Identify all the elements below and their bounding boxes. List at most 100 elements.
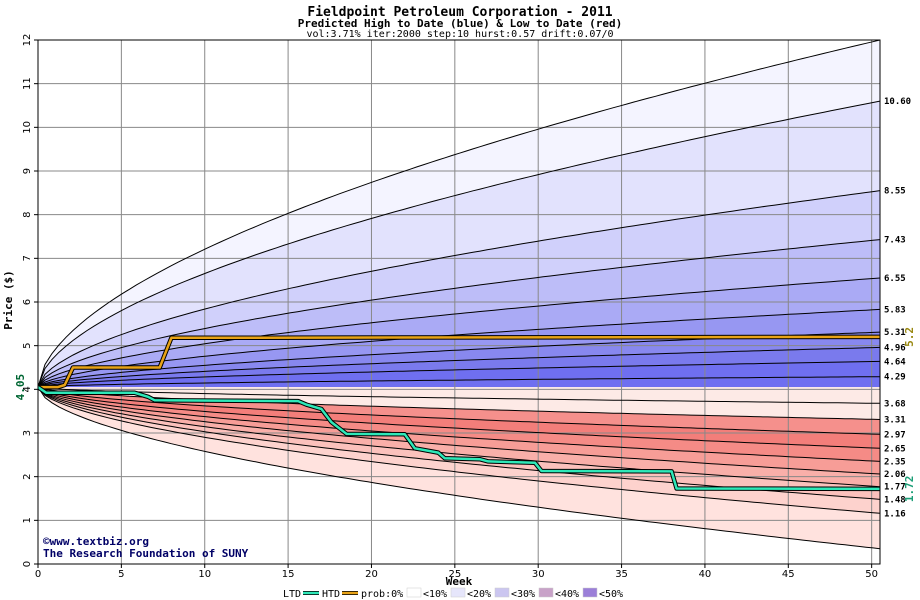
low-band-fill (38, 387, 880, 404)
high-band-line (38, 308, 880, 388)
plot-clipped-area (38, 40, 880, 564)
x-tick-label: 5 (118, 569, 124, 580)
y-tick-label: 9 (22, 168, 33, 174)
band-end-label: 1.77 (884, 483, 906, 493)
high-band-fill (38, 309, 880, 388)
chart-subtitle: Predicted High to Date (blue) & Low to D… (298, 17, 623, 30)
band-end-label: 2.65 (884, 444, 906, 454)
high-band-fill (38, 347, 880, 388)
band-end-label: 8.55 (884, 187, 906, 197)
high-band-line (38, 360, 880, 388)
y-tick-label: 1 (22, 517, 33, 523)
high-band-fill (38, 190, 880, 388)
low-band-fill (38, 387, 880, 462)
y-tick-label: 3 (22, 430, 33, 436)
x-axis-label: Week (446, 575, 473, 588)
band-end-label: 3.68 (884, 399, 906, 409)
y-tick-label: 5 (22, 342, 33, 348)
band-end-label: 10.60 (884, 97, 911, 107)
band-end-label: 2.97 (884, 430, 906, 440)
outer-high-curve (38, 40, 880, 388)
y-axis-label: Price ($) (2, 270, 15, 330)
legend-swatch (582, 587, 598, 598)
low-band-fill (38, 387, 880, 514)
y-tick-label: 10 (22, 121, 33, 134)
high-band-fill (38, 376, 880, 388)
band-end-label: 5.31 (884, 328, 906, 338)
band-end-label: 4.96 (884, 343, 906, 353)
legend-label: HTD (322, 589, 340, 600)
legend-swatch (538, 587, 554, 598)
ltd-series-line (38, 386, 880, 491)
high-band-line (38, 376, 880, 388)
band-end-label: 2.06 (884, 470, 906, 480)
low-band-fill (38, 387, 880, 487)
band-end-label: 3.31 (884, 415, 906, 425)
legend: LTD HTD prob:0% <10% <20% <30% <40% <50% (283, 587, 623, 600)
x-tick-label: 15 (282, 569, 295, 580)
ltd-final-label: 1.72 (903, 476, 916, 503)
low-band-fill (38, 387, 880, 474)
low-band-fill (38, 387, 880, 549)
y-tick-label: 0 (22, 561, 33, 567)
low-band-line (38, 386, 880, 404)
high-band-line (38, 277, 880, 388)
legend-swatch (494, 587, 510, 598)
y-tick-label: 12 (22, 34, 33, 47)
credit-url: ©www.textbiz.org (43, 535, 149, 548)
legend-label: <30% (511, 589, 535, 600)
band-end-label: 2.35 (884, 457, 906, 467)
low-band-line (38, 386, 880, 435)
y-tick-label: 7 (22, 255, 33, 261)
legend-label: <40% (555, 589, 579, 600)
plot-area: 0 5 10 15 20 25 30 35 40 45 5001234567891011124.05… (14, 34, 916, 580)
band-end-label: 5.83 (884, 305, 906, 315)
band-end-label: 1.16 (884, 509, 906, 519)
legend-label: <50% (599, 589, 623, 600)
x-tick-label: 20 (365, 569, 378, 580)
high-band-fill (38, 361, 880, 388)
x-tick-label: 10 (198, 569, 211, 580)
legend-label: LTD (283, 589, 301, 600)
high-band-fill (38, 278, 880, 388)
y-tick-label: 6 (22, 299, 33, 305)
htd-final-label: 5.2 (903, 327, 916, 347)
low-band-line (38, 386, 880, 475)
band-end-label: 7.43 (884, 236, 906, 246)
legend-label: <10% (423, 589, 447, 600)
legend-swatch (450, 587, 466, 598)
low-band-fill (38, 387, 880, 435)
high-band-fill (38, 40, 880, 388)
high-band-line (38, 190, 880, 388)
low-band-line (38, 386, 880, 514)
legend-label: prob:0% (361, 589, 403, 600)
high-band-fill (38, 101, 880, 388)
credit-org: The Research Foundation of SUNY (43, 547, 249, 560)
htd-series-line (38, 335, 880, 389)
x-tick-label: 40 (699, 569, 712, 580)
low-band-line (38, 386, 880, 488)
start-price-label: 4.05 (14, 374, 27, 401)
band-end-label: 6.55 (884, 274, 906, 284)
band-end-label: 4.64 (884, 357, 906, 367)
x-tick-label: 50 (865, 569, 878, 580)
y-tick-label: 4 (22, 386, 33, 392)
x-tick-label: 35 (615, 569, 628, 580)
high-band-line (38, 346, 880, 388)
outer-low-curve (38, 386, 880, 550)
x-tick-label: 25 (448, 569, 461, 580)
band-end-label: 4.29 (884, 373, 906, 383)
band-end-label: 1.48 (884, 495, 906, 505)
y-tick-label: 8 (22, 211, 33, 217)
low-band-line (38, 386, 880, 449)
chart-params: vol:3.71% iter:2000 step:10 hurst:0.57 d… (306, 29, 613, 40)
chart-title: Fieldpoint Petroleum Corporation - 2011 (307, 5, 612, 20)
y-tick-label: 2 (22, 473, 33, 479)
legend-label: <20% (467, 589, 491, 600)
low-band-line (38, 386, 880, 462)
y-tick-label: 11 (22, 77, 33, 90)
x-tick-label: 45 (782, 569, 795, 580)
high-band-line (38, 100, 880, 388)
legend-swatch (406, 587, 422, 598)
